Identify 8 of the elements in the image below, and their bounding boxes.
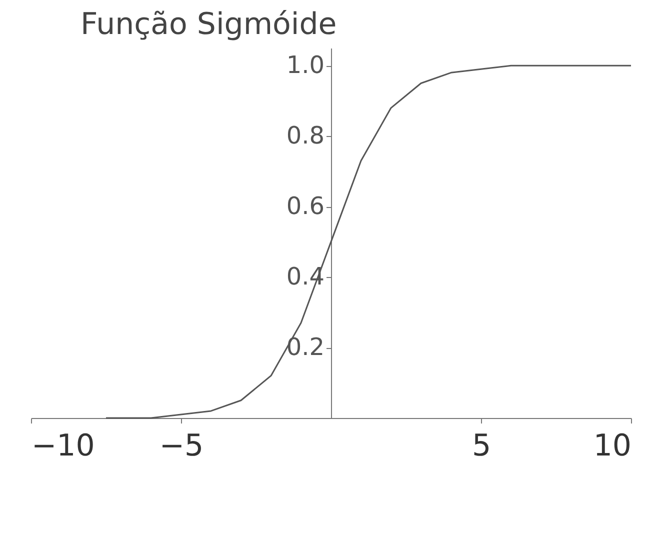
y-tick-label: 1.0: [286, 51, 324, 80]
x-tick-label: −10: [32, 428, 95, 464]
x-tick-label: 5: [472, 428, 492, 464]
x-tick-label: 10: [593, 428, 632, 464]
y-tick-label: 0.8: [286, 122, 324, 150]
y-tick-label: 0.6: [286, 192, 324, 220]
x-tick-label: −5: [159, 428, 204, 464]
chart-title: Função Sigmóide: [80, 7, 337, 42]
